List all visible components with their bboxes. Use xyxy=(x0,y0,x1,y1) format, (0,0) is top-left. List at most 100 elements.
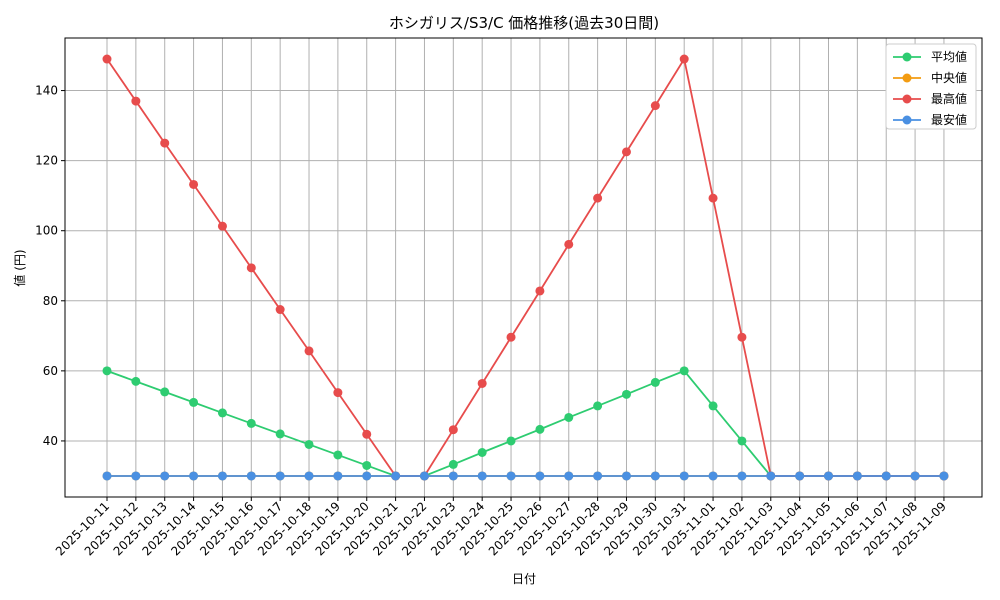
data-point xyxy=(679,471,689,481)
data-point xyxy=(506,332,516,342)
data-point xyxy=(217,408,227,418)
y-axis-label: 値 (円) xyxy=(12,249,27,286)
legend-label: 最安値 xyxy=(931,112,967,127)
legend-marker xyxy=(902,94,912,104)
data-point xyxy=(160,471,170,481)
data-point xyxy=(679,54,689,64)
data-point xyxy=(621,147,631,157)
data-point xyxy=(650,101,660,111)
data-point xyxy=(593,401,603,411)
data-point xyxy=(621,471,631,481)
data-point xyxy=(102,471,112,481)
data-point xyxy=(795,471,805,481)
y-tick-label: 60 xyxy=(43,364,58,378)
data-point xyxy=(275,429,285,439)
data-point xyxy=(131,96,141,106)
data-point xyxy=(708,401,718,411)
series-2 xyxy=(102,54,949,481)
data-point xyxy=(535,286,545,296)
data-point xyxy=(535,424,545,434)
y-tick-label: 80 xyxy=(43,294,58,308)
data-point xyxy=(766,471,776,481)
data-point xyxy=(621,389,631,399)
data-point xyxy=(131,376,141,386)
data-point xyxy=(246,471,256,481)
data-point xyxy=(737,471,747,481)
data-point xyxy=(275,471,285,481)
data-point xyxy=(477,471,487,481)
data-point xyxy=(362,460,372,470)
data-point xyxy=(448,425,458,435)
data-point xyxy=(737,436,747,446)
data-point xyxy=(593,193,603,203)
data-point xyxy=(189,179,199,189)
data-point xyxy=(650,471,660,481)
y-tick-label: 100 xyxy=(35,224,58,238)
data-point xyxy=(275,305,285,315)
chart-title: ホシガリス/S3/C 価格推移(過去30日間) xyxy=(389,14,659,32)
data-point xyxy=(564,471,574,481)
data-point xyxy=(102,366,112,376)
data-point xyxy=(246,418,256,428)
plot-frame xyxy=(64,37,983,498)
legend-label: 中央値 xyxy=(931,70,967,85)
data-point xyxy=(131,471,141,481)
series-lines xyxy=(102,54,949,481)
data-point xyxy=(824,471,833,481)
y-tick-label: 140 xyxy=(35,84,58,98)
x-axis-label: 日付 xyxy=(512,572,536,586)
data-point xyxy=(160,138,170,148)
x-axis: 2025-10-112025-10-122025-10-132025-10-14… xyxy=(53,497,949,558)
series-line xyxy=(106,369,944,477)
y-axis: 40 60 80 100 120 140 xyxy=(35,84,65,448)
data-point xyxy=(333,450,343,460)
data-point xyxy=(477,448,487,458)
data-point xyxy=(189,471,199,481)
data-point xyxy=(362,429,372,439)
data-point xyxy=(333,388,343,398)
data-point xyxy=(333,471,343,481)
data-point xyxy=(160,387,170,397)
series-0 xyxy=(102,366,949,481)
legend-label: 最高値 xyxy=(931,91,967,106)
legend-box xyxy=(885,43,977,130)
data-point xyxy=(506,471,516,481)
data-point xyxy=(708,193,718,203)
legend-marker xyxy=(902,115,912,125)
legend-marker xyxy=(902,73,912,83)
data-point xyxy=(939,471,949,481)
grid xyxy=(65,38,982,497)
data-point xyxy=(650,377,660,387)
data-point xyxy=(304,471,314,481)
data-point xyxy=(852,471,862,481)
data-point xyxy=(189,397,199,407)
data-point xyxy=(564,239,574,249)
data-point xyxy=(448,459,458,469)
data-point xyxy=(217,221,227,231)
data-point xyxy=(910,471,920,481)
data-point xyxy=(679,366,689,376)
data-point xyxy=(102,54,112,64)
data-point xyxy=(217,471,227,481)
data-point xyxy=(246,263,256,273)
data-point xyxy=(881,471,891,481)
data-point xyxy=(564,412,574,422)
data-point xyxy=(304,439,314,449)
y-tick-label: 120 xyxy=(35,154,58,168)
data-point xyxy=(506,436,516,446)
y-tick-label: 40 xyxy=(43,434,58,448)
data-point xyxy=(362,471,372,481)
legend-label: 平均値 xyxy=(931,49,967,64)
data-point xyxy=(448,471,458,481)
data-point xyxy=(535,471,545,481)
data-point xyxy=(391,471,401,481)
data-point xyxy=(737,332,747,342)
data-point xyxy=(304,346,314,356)
data-point xyxy=(593,471,603,481)
series-3 xyxy=(102,471,949,481)
data-point xyxy=(419,471,429,481)
legend-marker xyxy=(902,52,912,62)
series-line xyxy=(106,56,944,477)
